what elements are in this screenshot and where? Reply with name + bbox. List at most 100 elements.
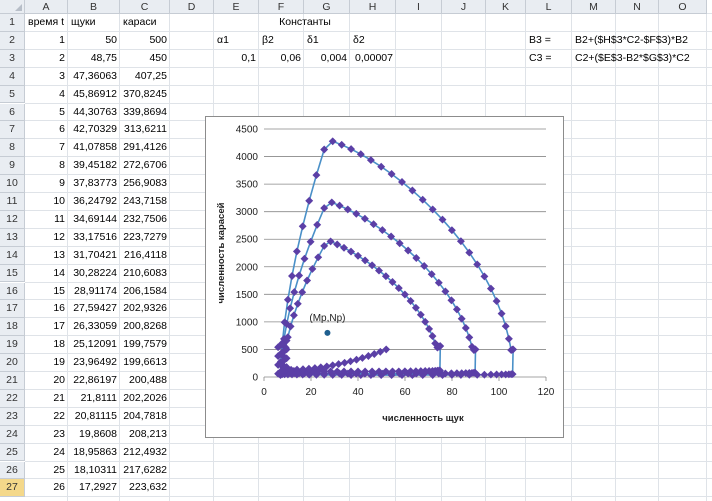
- cell-pike[interactable]: 21,8111: [80, 391, 117, 404]
- row-header[interactable]: 14: [0, 246, 25, 265]
- header-time[interactable]: время t: [28, 16, 64, 28]
- cell-time[interactable]: 22: [53, 409, 65, 422]
- cell-time[interactable]: 10: [53, 195, 65, 207]
- cell-pike[interactable]: 31,70421: [73, 248, 117, 261]
- row-header[interactable]: 3: [0, 49, 25, 68]
- column-header-f[interactable]: F: [259, 0, 304, 14]
- constant-label-e[interactable]: α1: [217, 33, 229, 46]
- row-header[interactable]: 11: [0, 193, 25, 211]
- header-pike[interactable]: щуки: [71, 16, 96, 28]
- row-header[interactable]: 1: [0, 14, 25, 32]
- formula-text-c3[interactable]: C2+($E$3-B2*$G$3)*C2: [575, 51, 690, 64]
- cell-time[interactable]: 6: [59, 123, 65, 136]
- formula-text-b3[interactable]: B2+($H$3*C2-$F$3)*B2: [575, 33, 688, 46]
- cell-pike[interactable]: 20,81115: [74, 409, 117, 422]
- cell-time[interactable]: 19: [53, 356, 65, 369]
- column-header-n[interactable]: N: [616, 0, 659, 14]
- cell-time[interactable]: 3: [59, 69, 65, 82]
- row-header[interactable]: 2: [0, 31, 25, 50]
- cell-pike[interactable]: 18,10311: [73, 463, 117, 476]
- column-header-h[interactable]: H: [350, 0, 396, 14]
- cell-crucian[interactable]: 232,7506: [123, 212, 167, 225]
- formula-label-c3[interactable]: C3 =: [529, 51, 552, 64]
- row-header[interactable]: 17: [0, 300, 25, 319]
- row-header[interactable]: 16: [0, 282, 25, 301]
- cell-pike[interactable]: 37,83773: [73, 177, 117, 190]
- cell-pike[interactable]: 17,2927: [79, 481, 117, 494]
- cell-pike[interactable]: 23,96492: [73, 356, 117, 369]
- cell-crucian[interactable]: 200,8268: [123, 320, 167, 333]
- cell-time[interactable]: 11: [54, 212, 65, 225]
- cell-crucian[interactable]: 450: [149, 51, 167, 64]
- cell-pike[interactable]: 19,8608: [79, 427, 117, 440]
- row-header[interactable]: 9: [0, 157, 25, 176]
- cell-crucian[interactable]: 210,6083: [123, 266, 167, 279]
- cell-pike[interactable]: 18,95863: [73, 445, 117, 458]
- column-header-k[interactable]: K: [486, 0, 526, 14]
- constant-label-f[interactable]: β2: [262, 33, 274, 46]
- cell-crucian[interactable]: 206,1584: [123, 284, 167, 297]
- cell-time[interactable]: 14: [53, 266, 65, 279]
- cell-pike[interactable]: 22,86197: [73, 374, 117, 386]
- header-crucian[interactable]: караси: [123, 16, 157, 28]
- constant-label-g[interactable]: δ1: [307, 33, 319, 46]
- cell-crucian[interactable]: 212,4932: [123, 445, 167, 458]
- column-header-e[interactable]: E: [214, 0, 259, 14]
- cell-crucian[interactable]: 370,8245: [123, 87, 167, 100]
- column-header-m[interactable]: M: [572, 0, 616, 14]
- cell-pike[interactable]: 30,28224: [73, 266, 117, 279]
- cell-crucian[interactable]: 216,4118: [123, 248, 167, 261]
- cell-time[interactable]: 15: [53, 284, 65, 297]
- cell-time[interactable]: 26: [53, 481, 65, 494]
- cell-pike[interactable]: 28,91174: [73, 284, 117, 297]
- row-header[interactable]: 6: [0, 103, 25, 122]
- row-header[interactable]: 8: [0, 139, 25, 158]
- row-header[interactable]: 7: [0, 121, 25, 140]
- cell-time[interactable]: 20: [53, 374, 65, 386]
- cell-pike[interactable]: 36,24792: [73, 195, 117, 207]
- cell-pike[interactable]: 44,30763: [73, 105, 117, 118]
- cell-crucian[interactable]: 217,6282: [123, 463, 167, 476]
- cell-pike[interactable]: 41,07858: [73, 141, 117, 154]
- row-header[interactable]: 5: [0, 85, 25, 104]
- phase-portrait-chart[interactable]: 0 500 1000 1500 2000 2500 3000 3500 4000 4500 0 20 4…: [205, 116, 564, 438]
- row-header[interactable]: 10: [0, 175, 25, 193]
- row-header[interactable]: 25: [0, 443, 25, 462]
- cell-time[interactable]: 8: [59, 159, 65, 172]
- row-header[interactable]: 12: [0, 210, 25, 229]
- row-header[interactable]: 24: [0, 425, 25, 444]
- cell-time[interactable]: 7: [59, 141, 65, 154]
- cell-crucian[interactable]: 407,25: [134, 69, 167, 82]
- cell-pike[interactable]: 45,86912: [73, 87, 117, 100]
- cell-time[interactable]: 21: [53, 391, 65, 404]
- cell-crucian[interactable]: 200,488: [129, 374, 167, 386]
- row-header[interactable]: 20: [0, 354, 25, 372]
- column-header-a[interactable]: A: [25, 0, 68, 14]
- cell-time[interactable]: 13: [53, 248, 65, 261]
- row-header[interactable]: 23: [0, 407, 25, 426]
- cell-crucian[interactable]: 223,632: [129, 481, 167, 494]
- cell-pike[interactable]: 50: [105, 33, 117, 46]
- cell-crucian[interactable]: 243,7158: [123, 195, 167, 207]
- cell-crucian[interactable]: 291,4126: [123, 141, 167, 154]
- column-header-c[interactable]: C: [120, 0, 170, 14]
- cell-crucian[interactable]: 272,6706: [123, 159, 167, 172]
- cell-pike[interactable]: 48,75: [90, 51, 117, 64]
- cell-pike[interactable]: 34,69144: [73, 212, 117, 225]
- row-header[interactable]: 13: [0, 228, 25, 247]
- cell-time[interactable]: 16: [53, 302, 65, 315]
- cell-time[interactable]: 17: [53, 320, 65, 333]
- cell-pike[interactable]: 39,45182: [73, 159, 117, 172]
- formula-label-b3[interactable]: B3 =: [529, 33, 551, 46]
- cell-time[interactable]: 25: [53, 463, 65, 476]
- column-header-i[interactable]: I: [396, 0, 442, 14]
- cell-crucian[interactable]: 199,7579: [123, 338, 167, 351]
- cell-time[interactable]: 9: [59, 177, 65, 190]
- cell-time[interactable]: 12: [53, 230, 65, 243]
- cell-pike[interactable]: 33,17516: [73, 230, 117, 243]
- row-header[interactable]: 19: [0, 336, 25, 355]
- column-header-d[interactable]: D: [170, 0, 214, 14]
- row-header[interactable]: 27: [0, 479, 25, 498]
- cell-time[interactable]: 24: [53, 445, 65, 458]
- cell-time[interactable]: 5: [59, 105, 65, 118]
